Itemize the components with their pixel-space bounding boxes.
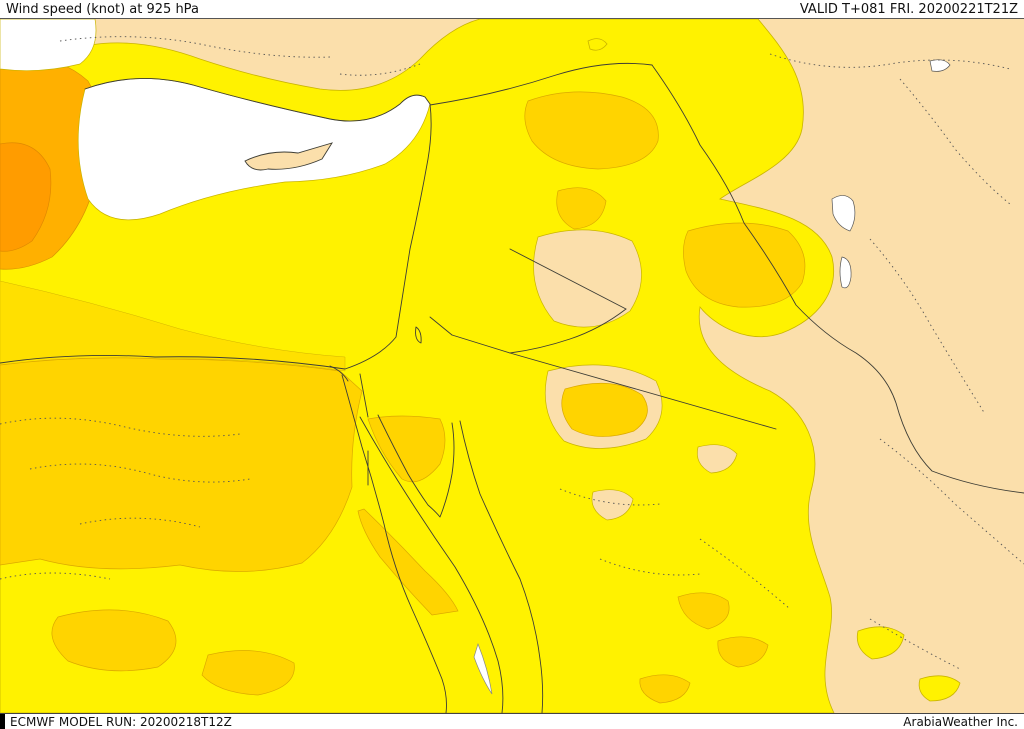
footer-bar: ECMWF MODEL RUN: 20200218T12Z ArabiaWeat… (0, 713, 1024, 729)
wind-speed-map (0, 19, 1024, 713)
valid-time-label: VALID T+081 FRI. 20200221T21Z (799, 1, 1018, 17)
contour-gold-inner-blob (561, 382, 648, 437)
cyprus-island (244, 142, 334, 171)
footer-edge-mark (0, 714, 5, 729)
contour-deep-orange-core (0, 142, 52, 252)
contour-gold-regions (0, 22, 806, 704)
credit-label: ArabiaWeather Inc. (903, 714, 1018, 729)
dotted-border-lines (0, 36, 1024, 670)
header-bar: Wind speed (knot) at 925 hPa VALID T+081… (0, 0, 1024, 19)
calm-white-areas (0, 19, 951, 695)
coastline-border-lines (0, 62, 1024, 713)
map-area (0, 19, 1024, 713)
model-run-label: ECMWF MODEL RUN: 20200218T12Z (10, 714, 232, 729)
map-title: Wind speed (knot) at 925 hPa (6, 1, 199, 17)
